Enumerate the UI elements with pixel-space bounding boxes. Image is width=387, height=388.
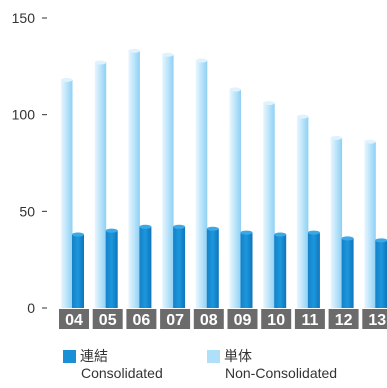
x-label-box <box>261 309 292 329</box>
bar-cap-consolidated <box>274 232 287 237</box>
bar-cap-non-consolidated <box>229 87 241 92</box>
bar-cap-non-consolidated <box>296 114 309 119</box>
x-axis: 04 05 06 07 08 09 10 11 12 13 <box>59 309 387 329</box>
bar-cap-non-consolidated <box>364 139 376 144</box>
bar-consolidated <box>206 228 219 308</box>
bar-consolidated <box>274 234 287 308</box>
x-label-box <box>59 309 89 329</box>
bar-consolidated <box>375 240 387 308</box>
bar-non-consolidated <box>330 137 343 308</box>
y-tick-label: 50 <box>19 203 35 219</box>
y-tick-label: 150 <box>12 10 36 26</box>
bar-consolidated <box>341 238 354 308</box>
x-tick-label: 12 <box>335 312 353 329</box>
y-axis: 0 50 100 150 <box>12 10 47 316</box>
bar-consolidated <box>173 226 186 308</box>
bar-cap-non-consolidated <box>195 58 208 63</box>
bar-non-consolidated <box>61 79 73 308</box>
x-tick-label: 05 <box>99 312 117 329</box>
bar-non-consolidated <box>229 89 241 309</box>
bar-consolidated <box>72 234 84 308</box>
x-tick-label: 04 <box>65 312 83 329</box>
x-tick-label: 11 <box>301 312 318 329</box>
bars <box>61 48 387 309</box>
bar-cap-non-consolidated <box>330 135 343 140</box>
x-label-box <box>328 309 359 329</box>
bar-non-consolidated <box>162 54 174 308</box>
x-label-box <box>227 309 258 329</box>
x-label-box <box>294 309 325 329</box>
bar-non-consolidated <box>94 62 107 308</box>
bar-cap-non-consolidated <box>128 48 140 53</box>
bar-consolidated <box>307 232 320 308</box>
bar-non-consolidated <box>195 60 208 309</box>
x-label-box <box>92 309 123 329</box>
bar-cap-non-consolidated <box>162 52 174 57</box>
y-tick-label: 100 <box>12 107 36 123</box>
bar-consolidated <box>139 226 152 308</box>
legend-swatch-consolidated <box>63 349 76 363</box>
x-tick-label: 13 <box>368 312 386 329</box>
bar-cap-consolidated <box>375 238 387 243</box>
bar-non-consolidated <box>296 116 309 308</box>
bar-cap-consolidated <box>307 230 320 235</box>
x-tick-label: 08 <box>200 312 218 329</box>
x-label-box <box>362 309 387 329</box>
bar-consolidated <box>105 230 118 308</box>
legend-consolidated: 連結 Consolidated <box>63 348 163 381</box>
bar-cap-consolidated <box>72 232 84 237</box>
x-label-box <box>160 309 191 329</box>
bar-cap-consolidated <box>341 236 354 241</box>
x-tick-label: 07 <box>166 312 184 329</box>
bar-cap-non-consolidated <box>61 77 73 82</box>
x-tick-label: 10 <box>267 312 285 329</box>
legend-label-jp: 単体 <box>224 348 252 364</box>
bar-cap-consolidated <box>206 226 219 231</box>
legend-label-en: Consolidated <box>81 365 163 381</box>
legend-label-en: Non-Consolidated <box>225 365 338 381</box>
x-tick-label: 06 <box>133 312 151 329</box>
bar-cap-non-consolidated <box>263 101 275 106</box>
x-label-box <box>126 309 157 329</box>
bar-cap-consolidated <box>173 224 186 229</box>
bar-cap-consolidated <box>139 224 152 229</box>
bar-chart: 0 50 100 150 04 05 06 07 08 09 10 11 12 13 <box>12 10 387 329</box>
legend-swatch-non-consolidated <box>207 349 220 363</box>
bar-cap-consolidated <box>105 228 118 233</box>
bar-consolidated <box>240 232 253 308</box>
x-tick-label: 09 <box>234 312 252 329</box>
bar-non-consolidated <box>364 141 376 308</box>
y-tick-label: 0 <box>27 300 35 316</box>
x-label-box <box>193 309 224 329</box>
bar-non-consolidated <box>128 50 140 308</box>
legend-non-consolidated: 単体 Non-Consolidated <box>207 348 337 381</box>
bar-cap-non-consolidated <box>94 60 107 65</box>
bar-cap-consolidated <box>240 230 253 235</box>
bar-non-consolidated <box>263 103 275 308</box>
legend-label-jp: 連結 <box>80 348 108 364</box>
